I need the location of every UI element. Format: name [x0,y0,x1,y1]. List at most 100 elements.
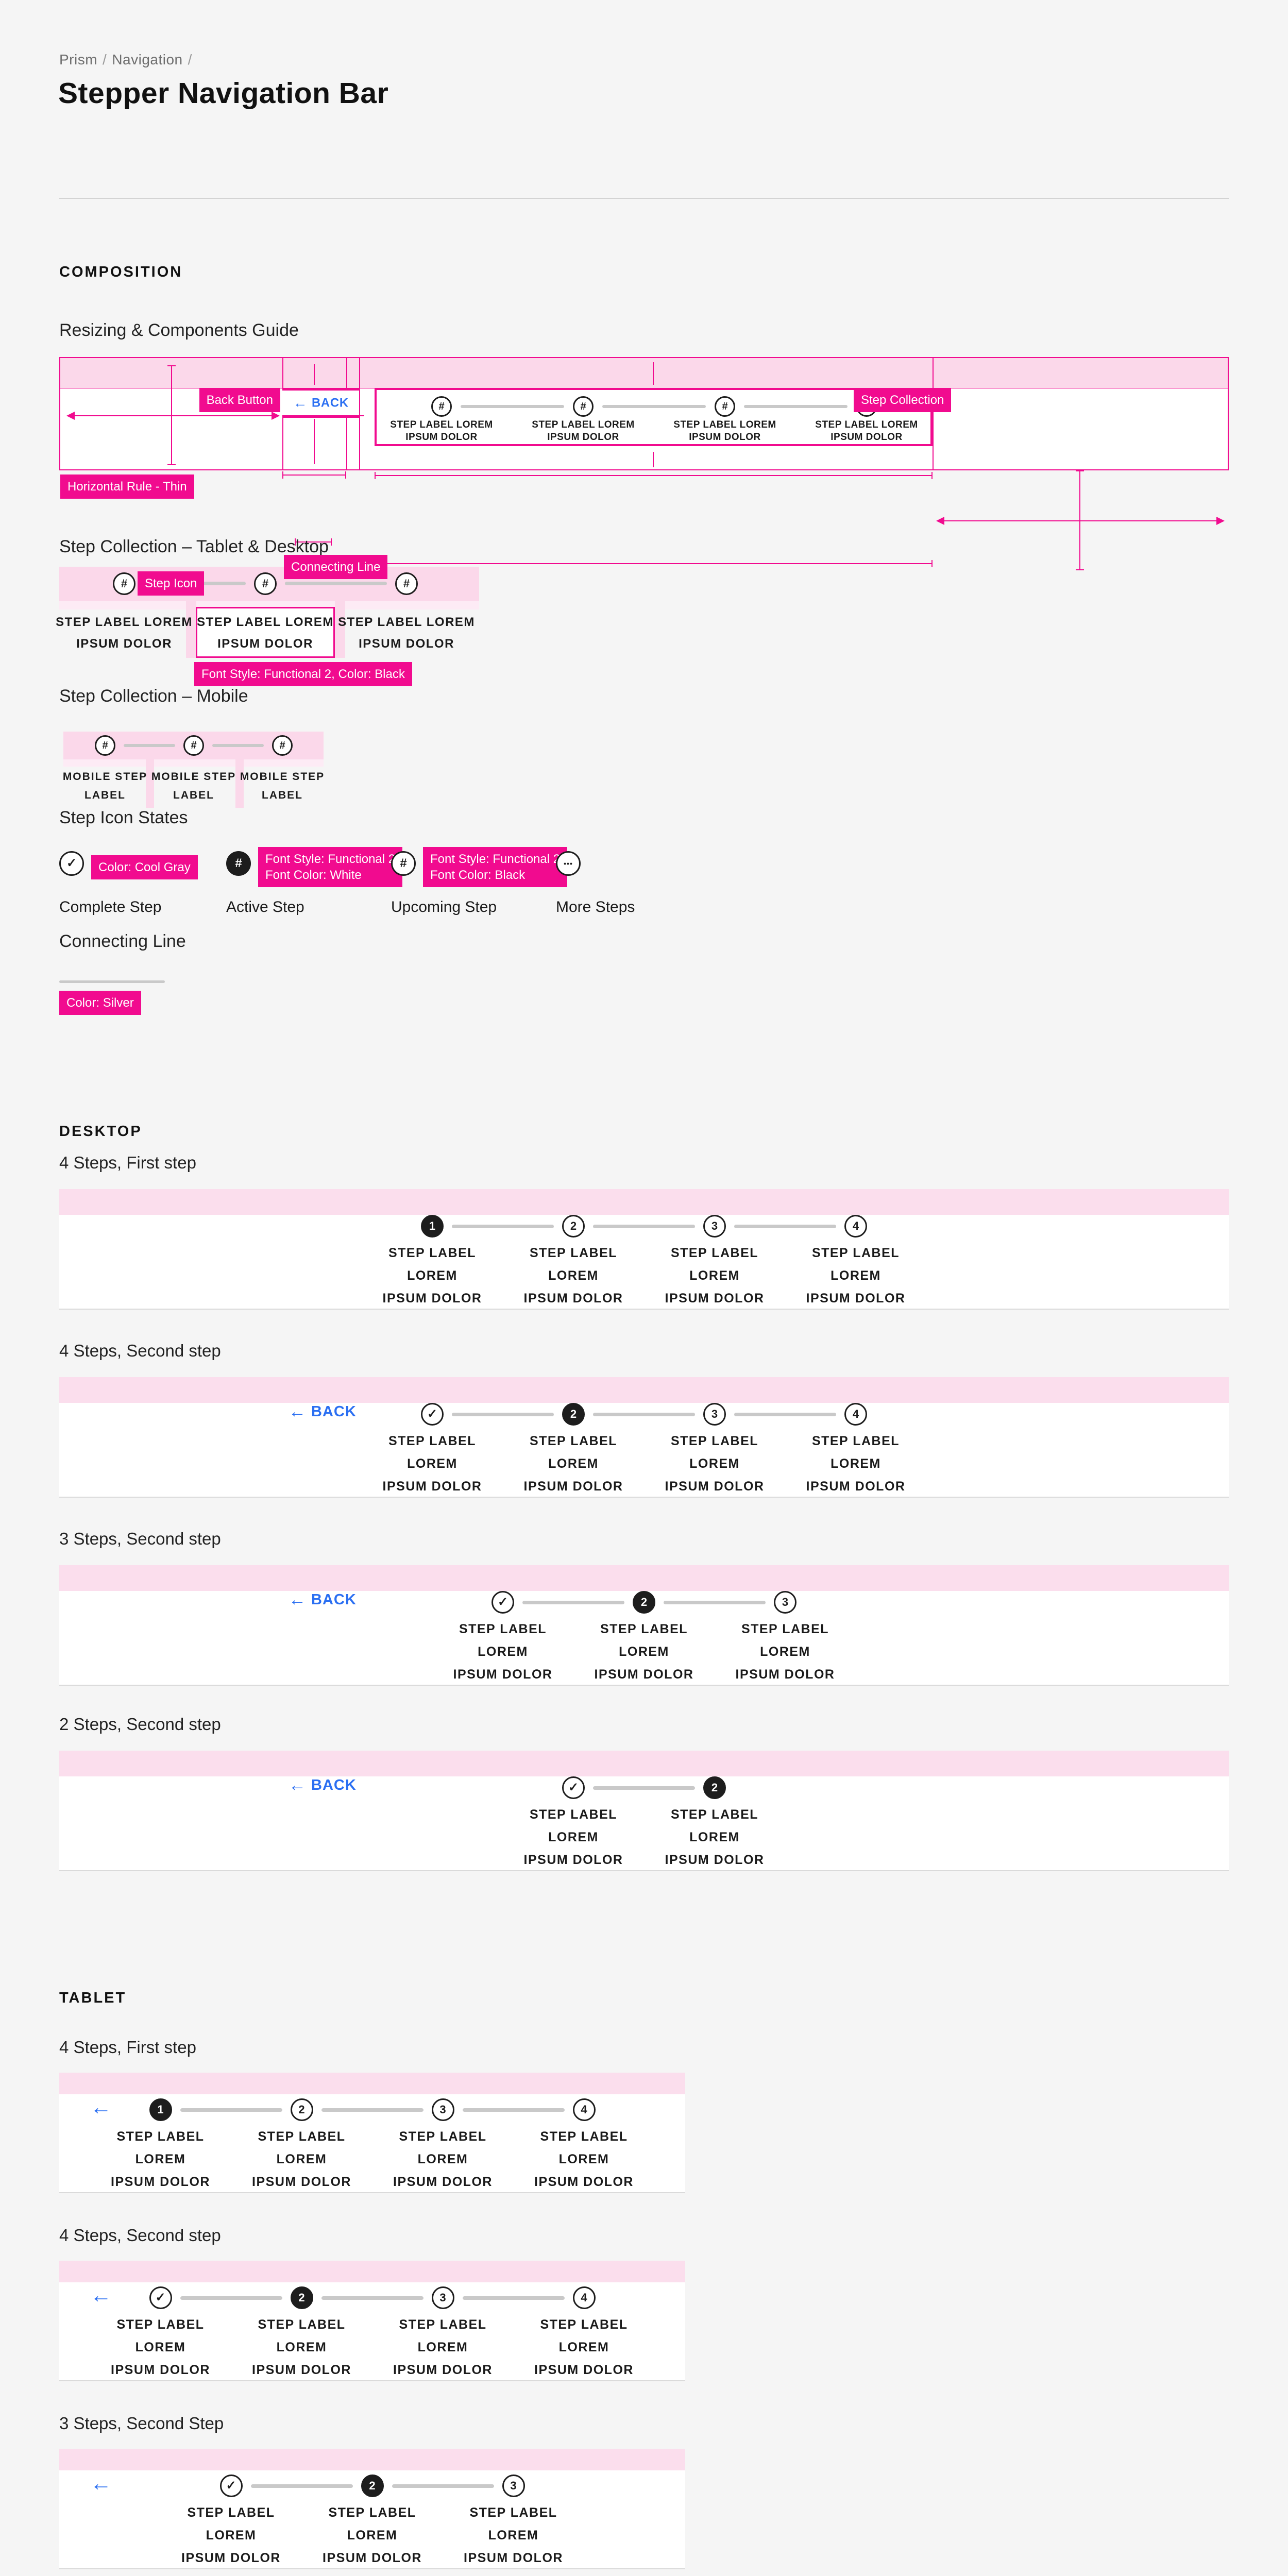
step-circle-upcoming[interactable]: 3 [502,2475,525,2497]
back-arrow-icon[interactable]: ← [90,2283,112,2307]
step-circle-upcoming[interactable]: # [715,396,735,417]
step-number: 2 [369,2479,376,2492]
step-circle-upcoming[interactable]: 3 [703,1403,726,1426]
step-circle-active[interactable]: 2 [290,2286,313,2309]
step-circle-active[interactable]: 2 [633,1591,655,1614]
step-circle-upcoming[interactable]: # [573,396,594,417]
ellipsis-icon: ••• [564,859,573,868]
upcoming-step-icon: # [391,851,416,876]
state-caption: Active Step [226,899,304,916]
step-circle-upcoming[interactable]: 4 [572,2286,596,2309]
stepper: ✓ STEP LABEL LOREM IPSUM DOLOR 2 STEP LABEL … [503,1751,785,1870]
stepper-card: ✓ STEP LABEL LOREM IPSUM DOLOR 2 STEP LABEL … [59,1565,1229,1686]
example-title: 3 Steps, Second Step [59,2414,224,2433]
width-measure-arrow [66,412,280,420]
stepper-card: ✓ STEP LABEL LOREM IPSUM DOLOR 2 STEP LABEL … [59,2449,685,2569]
step-circle-upcoming[interactable]: 3 [703,1215,726,1238]
connector-line [250,2484,353,2488]
step-circle-active[interactable]: 2 [562,1403,585,1426]
breadcrumb-separator: / [103,52,107,67]
annotation-tag: Color: Cool Gray [91,855,198,880]
step-label: STEP LABEL LOREM IPSUM DOLOR [665,1246,765,1306]
cell-measure-tick [314,364,315,385]
step-number: 3 [782,1596,789,1608]
back-button[interactable]: ← BACK [289,1402,357,1422]
annotation-back-button: Back Button [199,388,280,413]
step-label: MOBILE STEP LABEL [62,771,148,801]
step-circle-upcoming[interactable]: 3 [431,2286,454,2309]
step-circle-upcoming[interactable]: 3 [774,1591,796,1614]
step-number: 1 [157,2103,164,2116]
gutter-measure-tick [342,415,364,416]
step-label: STEP LABEL LOREM IPSUM DOLOR [815,419,918,443]
step-circle-upcoming[interactable]: 2 [290,2098,313,2121]
step-circle-upcoming[interactable]: # [272,735,293,756]
step-label: MOBILE STEP LABEL [240,771,325,801]
connector-line [734,1225,836,1228]
highlight-strip [146,759,154,808]
step-circle-active[interactable]: 1 [421,1215,444,1238]
step-circle-upcoming[interactable]: 2 [562,1215,585,1238]
step-label: STEP LABEL LOREM IPSUM DOLOR [806,1246,906,1306]
pink-band [59,2261,685,2282]
diagram-pink-band [60,358,1228,388]
back-button[interactable]: ← BACK [289,1590,357,1610]
breadcrumb-link-navigation[interactable]: Navigation [112,52,183,67]
stepper: ✓ STEP LABEL LOREM IPSUM DOLOR 2 STEP LABEL … [90,2261,655,2380]
step-circle-complete[interactable]: ✓ [562,1776,585,1799]
check-icon: ✓ [226,2478,236,2493]
header-divider [59,198,1229,199]
step-circle-upcoming[interactable]: # [113,572,135,595]
step-circle-complete[interactable]: ✓ [149,2286,172,2309]
step-number: 4 [581,2103,587,2116]
step-circle-upcoming[interactable]: # [431,396,452,417]
width-measure-arrow [936,517,1225,525]
step-label: STEP LABEL LOREM IPSUM DOLOR [523,1246,623,1306]
height-measure-line [1076,470,1084,570]
connector-line [664,1601,766,1604]
step-circle-upcoming[interactable]: # [254,572,277,595]
step-circle-upcoming[interactable]: 4 [844,1215,867,1238]
example-title: 4 Steps, First step [59,1153,196,1172]
height-measure-line [167,365,176,465]
connector-line [124,744,175,747]
step-circle-complete[interactable]: ✓ [492,1591,514,1614]
connector-line [734,1413,836,1416]
step-number: # [121,577,128,590]
step-circle-active[interactable]: 1 [149,2098,172,2121]
step-label: STEP LABEL LOREM IPSUM DOLOR [673,419,776,443]
connector-line [522,1601,624,1604]
highlight-strip [335,601,345,658]
step-number: # [279,739,285,751]
step-circle-complete[interactable]: ✓ [219,2475,243,2497]
back-button[interactable]: ← BACK [289,1775,357,1795]
step-circle-active[interactable]: 2 [361,2475,384,2497]
back-arrow-icon[interactable]: ← [90,2471,112,2495]
step-circle-upcoming[interactable]: 4 [844,1403,867,1426]
example-title: 4 Steps, Second step [59,1341,221,1360]
breadcrumb-link-prism[interactable]: Prism [59,52,98,67]
stepper: ✓ STEP LABEL LOREM IPSUM DOLOR 2 STEP LABEL … [161,2449,584,2568]
stepper-card: 1 STEP LABEL LOREM IPSUM DOLOR 2 STEP LABEL … [59,1189,1229,1310]
back-button[interactable]: ← BACK [293,395,348,411]
breadcrumb: Prism / Navigation / [59,52,197,68]
back-arrow-icon: ← [289,1590,306,1609]
connector-line [212,744,264,747]
step-circle-upcoming[interactable]: # [395,572,418,595]
step-label: STEP LABEL LOREM IPSUM DOLOR [534,2129,634,2189]
step-circle-active[interactable]: 2 [703,1776,726,1799]
connector-line [452,1413,554,1416]
step-collection-box: # STEP LABEL LOREM IPSUM DOLOR # STEP LABEL … [375,388,933,446]
back-arrow-icon[interactable]: ← [90,2095,112,2119]
step-label: STEP LABEL LOREM IPSUM DOLOR [338,615,475,651]
step-circle-upcoming[interactable]: 4 [572,2098,596,2121]
example-title: 2 Steps, Second step [59,1715,221,1734]
subsection-title-resizing-guide: Resizing & Components Guide [59,320,299,340]
collection-width-measure [375,472,933,479]
step-circle-upcoming[interactable]: # [183,735,204,756]
step-circle-complete[interactable]: ✓ [421,1403,444,1426]
annotation-color-silver: Color: Silver [59,991,141,1015]
step-circle-upcoming[interactable]: 3 [431,2098,454,2121]
pink-band [59,2073,685,2094]
step-circle-upcoming[interactable]: # [95,735,115,756]
